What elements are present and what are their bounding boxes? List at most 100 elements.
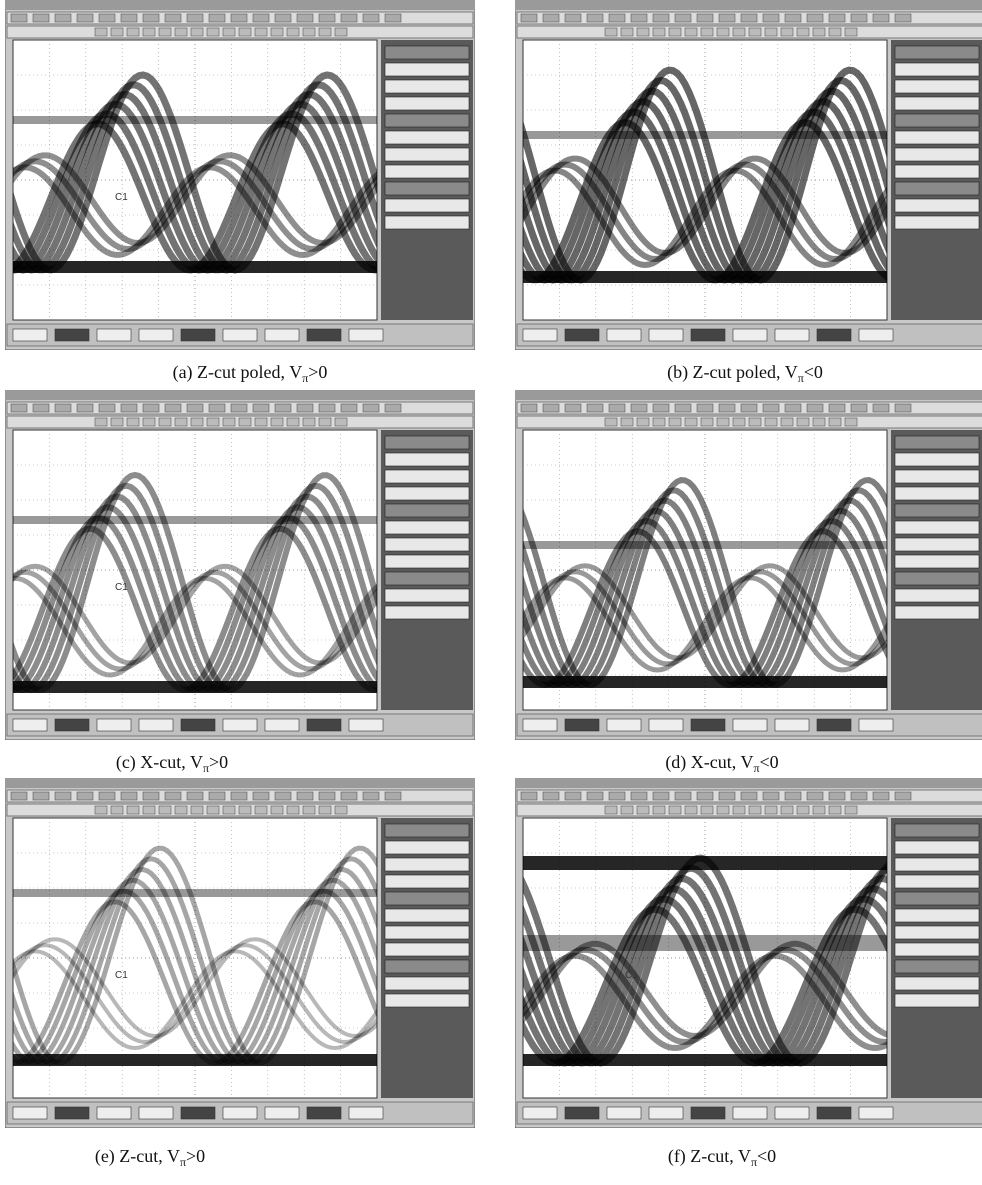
bottom-control: [307, 1107, 341, 1119]
toolbar-button: [765, 418, 777, 426]
measurement-box: [895, 470, 979, 483]
toolbar-button: [701, 418, 713, 426]
toolbar-button: [99, 14, 115, 22]
toolbar-button: [127, 806, 139, 814]
toolbar-button: [653, 806, 665, 814]
bottom-control: [307, 329, 341, 341]
toolbar-button: [335, 28, 347, 36]
title-bar: [5, 390, 475, 400]
toolbar-button: [631, 404, 647, 412]
toolbar-button: [363, 404, 379, 412]
toolbar-button: [637, 28, 649, 36]
bottom-control: [13, 329, 47, 341]
bottom-control: [733, 329, 767, 341]
toolbar-button: [685, 806, 697, 814]
toolbar-button: [335, 418, 347, 426]
toolbar-button: [99, 792, 115, 800]
toolbar-button: [719, 404, 735, 412]
toolbar-button: [239, 28, 251, 36]
measurement-box: [385, 436, 469, 449]
toolbar-button: [143, 14, 159, 22]
toolbar-button: [143, 792, 159, 800]
caption-text: (c) X-cut, V: [116, 752, 203, 772]
toolbar-button: [287, 28, 299, 36]
toolbar-button: [609, 792, 625, 800]
measurement-box: [385, 858, 469, 871]
toolbar-button: [749, 28, 761, 36]
toolbar-button: [829, 404, 845, 412]
measurement-box: [895, 875, 979, 888]
measurement-box: [385, 977, 469, 990]
toolbar-button: [785, 14, 801, 22]
bottom-control: [523, 329, 557, 341]
bottom-control: [565, 329, 599, 341]
toolbar-button: [165, 14, 181, 22]
measurement-box: [385, 555, 469, 568]
toolbar-button: [363, 14, 379, 22]
toolbar-button: [701, 28, 713, 36]
toolbar-button: [685, 418, 697, 426]
oscilloscope-screenshot: [515, 390, 982, 740]
toolbar-button: [587, 404, 603, 412]
toolbar-button: [609, 14, 625, 22]
toolbar-button: [653, 404, 669, 412]
toolbar-button: [11, 14, 27, 22]
toolbar-button: [253, 792, 269, 800]
toolbar-button: [781, 418, 793, 426]
toolbar-button: [873, 404, 889, 412]
toolbar-button: [159, 806, 171, 814]
caption-tail: <0: [757, 1146, 776, 1166]
measurement-box: [385, 538, 469, 551]
bottom-control: [265, 329, 299, 341]
toolbar-button: [895, 404, 911, 412]
toolbar-button: [297, 404, 313, 412]
caption: (d) X-cut, Vπ<0: [665, 752, 778, 776]
toolbar-button: [697, 14, 713, 22]
toolbar-button: [669, 418, 681, 426]
toolbar-button: [95, 418, 107, 426]
measurement-box: [385, 199, 469, 212]
measurement-box: [895, 182, 979, 195]
bottom-control: [733, 1107, 767, 1119]
toolbar-button: [765, 806, 777, 814]
toolbar-button: [297, 14, 313, 22]
toolbar-button: [845, 806, 857, 814]
trace-label: C1: [115, 970, 128, 981]
toolbar-button: [717, 418, 729, 426]
toolbar-button: [33, 792, 49, 800]
bottom-control: [565, 719, 599, 731]
toolbar-button: [697, 404, 713, 412]
oscilloscope-screenshot: [515, 0, 982, 350]
measurement-box: [385, 926, 469, 939]
toolbar-button: [807, 14, 823, 22]
measurement-box: [385, 909, 469, 922]
measurement-box: [385, 824, 469, 837]
toolbar-button: [275, 792, 291, 800]
caption-tail: >0: [186, 1146, 205, 1166]
toolbar-button: [207, 806, 219, 814]
toolbar-button: [111, 28, 123, 36]
measurement-box: [895, 199, 979, 212]
toolbar-button: [175, 806, 187, 814]
toolbar-button: [11, 792, 27, 800]
toolbar-button: [653, 28, 665, 36]
measurement-box: [895, 453, 979, 466]
measurement-box: [385, 841, 469, 854]
measurement-box: [895, 165, 979, 178]
toolbar-button: [741, 792, 757, 800]
bottom-control: [97, 329, 131, 341]
toolbar-button: [653, 14, 669, 22]
measurement-box: [385, 521, 469, 534]
toolbar-button: [813, 28, 825, 36]
toolbar-button: [209, 14, 225, 22]
toolbar-button: [669, 806, 681, 814]
measurement-box: [385, 589, 469, 602]
bottom-control: [523, 719, 557, 731]
caption: (a) Z-cut poled, Vπ>0: [173, 362, 328, 386]
measurement-box: [385, 943, 469, 956]
title-bar: [515, 390, 982, 400]
toolbar-button: [341, 792, 357, 800]
toolbar-button: [733, 28, 745, 36]
toolbar-button: [605, 806, 617, 814]
toolbar-button: [807, 792, 823, 800]
